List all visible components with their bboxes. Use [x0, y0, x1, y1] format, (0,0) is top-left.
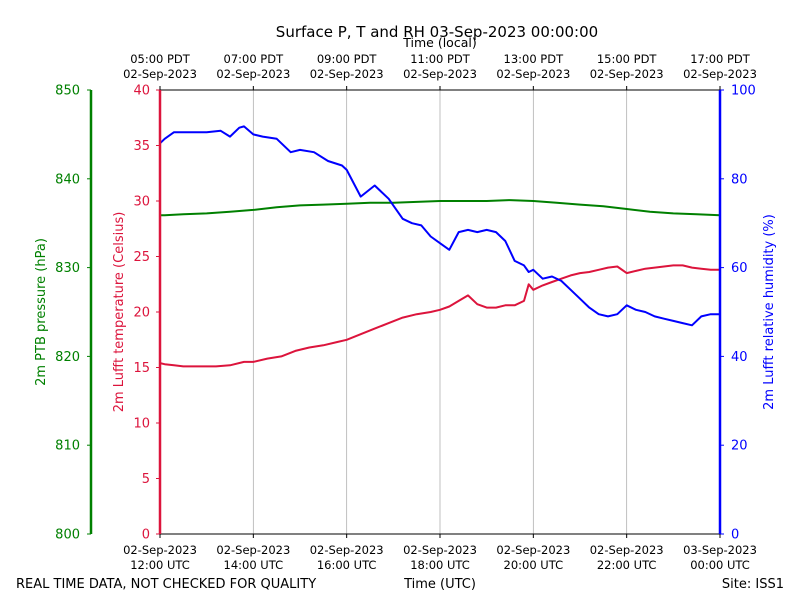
pressure-tick-label: 850 — [55, 84, 80, 99]
utc-tick-time: 18:00 UTC — [410, 558, 470, 572]
pressure-tick-label: 800 — [55, 528, 80, 543]
utc-tick-time: 14:00 UTC — [224, 558, 284, 572]
temperature-tick-label: 10 — [133, 417, 150, 432]
temperature-tick-label: 15 — [133, 361, 150, 376]
temperature-tick-label: 20 — [133, 306, 150, 321]
local-tick-date: 02-Sep-2023 — [310, 67, 384, 81]
pressure-tick-label: 820 — [55, 350, 80, 365]
utc-tick-time: 22:00 UTC — [597, 558, 657, 572]
local-tick-time: 05:00 PDT — [130, 52, 191, 66]
utc-tick-date: 02-Sep-2023 — [123, 543, 197, 557]
chart-title: Surface P, T and RH 03-Sep-2023 00:00:00 — [276, 23, 598, 41]
axes-group — [89, 89, 722, 535]
local-tick-date: 02-Sep-2023 — [123, 67, 197, 81]
humidity-tick-label: 0 — [731, 528, 739, 543]
local-tick-date: 02-Sep-2023 — [403, 67, 477, 81]
utc-tick-date: 02-Sep-2023 — [496, 543, 570, 557]
temperature-tick-label: 5 — [142, 472, 150, 487]
pressure-axis-label: 2m PTB pressure (hPa) — [34, 238, 49, 386]
utc-tick-date: 03-Sep-2023 — [683, 543, 757, 557]
site-label: Site: ISS1 — [722, 577, 784, 592]
local-tick-time: 13:00 PDT — [504, 52, 565, 66]
temperature-tick-label: 0 — [142, 528, 150, 543]
ticks-group: 0 5 10 15 20 25 30 35 40 800 810 820 830 840 850 0 20 40 6… — [55, 52, 757, 572]
local-tick-time: 09:00 PDT — [317, 52, 378, 66]
temperature-tick-label: 40 — [133, 84, 150, 99]
utc-tick-time: 00:00 UTC — [690, 558, 750, 572]
utc-tick-time: 16:00 UTC — [317, 558, 377, 572]
local-tick-date: 02-Sep-2023 — [683, 67, 757, 81]
local-tick-time: 17:00 PDT — [690, 52, 751, 66]
temperature-tick-label: 35 — [133, 139, 150, 154]
humidity-tick-label: 100 — [731, 84, 756, 99]
local-tick-date: 02-Sep-2023 — [590, 67, 664, 81]
humidity-tick-label: 40 — [731, 350, 748, 365]
local-tick-time: 11:00 PDT — [410, 52, 471, 66]
humidity-tick-label: 60 — [731, 261, 748, 276]
local-tick-time: 07:00 PDT — [224, 52, 285, 66]
temperature-tick-label: 25 — [133, 250, 150, 265]
temperature-axis-label: 2m Lufft temperature (Celsius) — [112, 212, 127, 413]
local-tick-time: 15:00 PDT — [597, 52, 658, 66]
pressure-tick-label: 840 — [55, 172, 80, 187]
temperature-line — [159, 264, 720, 368]
humidity-tick-label: 20 — [731, 439, 748, 454]
pressure-tick-label: 830 — [55, 261, 80, 276]
quality-note: REAL TIME DATA, NOT CHECKED FOR QUALITY — [16, 577, 316, 592]
humidity-tick-label: 80 — [731, 172, 748, 187]
utc-tick-date: 02-Sep-2023 — [310, 543, 384, 557]
top-axis-label: Time (local) — [402, 35, 476, 50]
utc-tick-date: 02-Sep-2023 — [216, 543, 290, 557]
pressure-tick-label: 810 — [55, 439, 80, 454]
humidity-line — [159, 125, 720, 327]
local-tick-date: 02-Sep-2023 — [496, 67, 570, 81]
utc-tick-date: 02-Sep-2023 — [590, 543, 664, 557]
bottom-axis-label: Time (UTC) — [403, 577, 476, 592]
humidity-axis-label: 2m Lufft relative humidity (%) — [762, 214, 777, 410]
utc-tick-time: 20:00 UTC — [504, 558, 564, 572]
pressure-line — [160, 199, 721, 217]
temperature-tick-label: 30 — [133, 195, 150, 210]
series-group — [159, 125, 721, 368]
local-tick-date: 02-Sep-2023 — [216, 67, 290, 81]
grid-lines — [252, 90, 628, 534]
utc-tick-date: 02-Sep-2023 — [403, 543, 477, 557]
utc-tick-time: 12:00 UTC — [130, 558, 190, 572]
